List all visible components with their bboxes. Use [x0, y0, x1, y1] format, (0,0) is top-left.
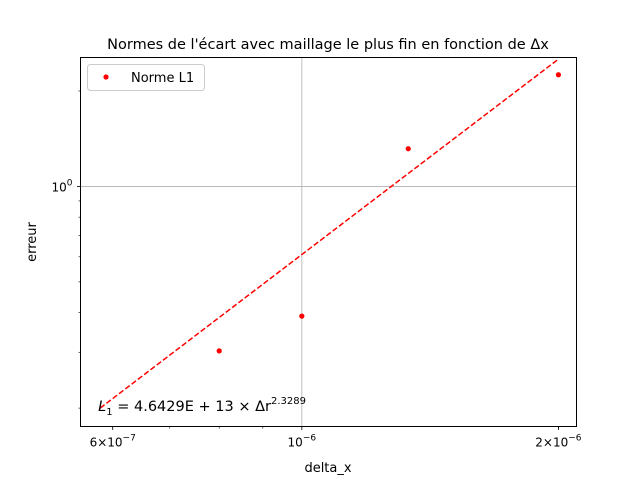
- grid-lines: [80, 57, 577, 427]
- fit-equation-text: L1 = 4.6429E + 13 × Δr2.3289: [98, 396, 306, 418]
- axis-ticks: 6×10−7 10−6 2×10−6 100: [51, 90, 582, 450]
- y-axis-label: erreur: [25, 221, 40, 261]
- data-point: [555, 72, 562, 78]
- chart-title: Normes de l'écart avec maillage le plus …: [107, 37, 549, 53]
- x-tick-label: 2×10−6: [535, 434, 582, 450]
- legend-marker: [103, 74, 109, 80]
- data-point: [216, 348, 222, 354]
- legend: Norme L1: [87, 64, 205, 91]
- x-tick-label: 10−6: [288, 434, 317, 450]
- y-tick-label: 100: [51, 178, 72, 194]
- axes-frame: [80, 57, 577, 427]
- data-point: [299, 313, 305, 319]
- fit-equation: L1 = 4.6429E + 13 × Δr2.3289: [98, 396, 306, 418]
- plot-area: [99, 58, 562, 409]
- data-point: [405, 146, 411, 152]
- legend-frame: [87, 64, 205, 91]
- x-tick-label: 6×10−7: [90, 434, 136, 450]
- fit-line: [99, 58, 559, 409]
- legend-label: Norme L1: [131, 71, 194, 86]
- x-axis-label: delta_x: [304, 461, 351, 476]
